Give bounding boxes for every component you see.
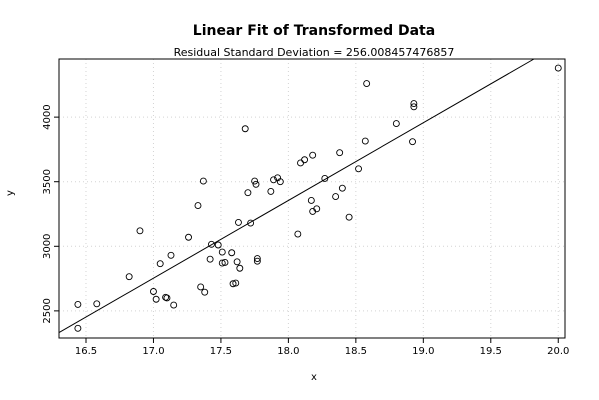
data-point xyxy=(267,187,275,195)
data-point xyxy=(251,177,259,185)
data-point xyxy=(214,241,222,249)
x-tick-label: 18.5 xyxy=(345,346,367,357)
data-point xyxy=(338,184,346,192)
data-point xyxy=(270,176,277,184)
data-point xyxy=(194,202,202,210)
data-point xyxy=(233,258,241,266)
y-tick-label: 3000 xyxy=(42,234,53,259)
data-point xyxy=(74,324,82,332)
data-point xyxy=(247,219,255,227)
data-point xyxy=(235,218,242,226)
chart-subtitle: Residual Standard Deviation = 256.008457… xyxy=(174,46,455,59)
y-axis-label: y xyxy=(5,190,16,196)
data-point xyxy=(332,193,340,201)
data-point xyxy=(244,189,252,197)
y-tick-label: 2500 xyxy=(42,298,53,323)
data-point xyxy=(93,300,101,308)
data-point xyxy=(221,258,229,266)
data-point xyxy=(228,249,236,257)
data-point xyxy=(297,159,304,167)
data-point xyxy=(554,64,562,72)
x-tick-label: 18.0 xyxy=(277,346,299,357)
x-tick-label: 20.0 xyxy=(547,346,569,357)
x-tick-label: 19.5 xyxy=(480,346,502,357)
data-point xyxy=(410,100,418,108)
fit-line-group xyxy=(58,58,535,334)
data-point xyxy=(409,138,416,146)
data-point xyxy=(363,80,371,87)
data-point xyxy=(253,255,261,263)
data-point xyxy=(252,180,260,188)
data-point xyxy=(201,288,209,296)
data-point xyxy=(185,233,192,241)
data-point xyxy=(309,151,317,159)
chart-title: Linear Fit of Transformed Data xyxy=(193,23,435,39)
data-point xyxy=(197,283,205,291)
data-point xyxy=(294,230,302,238)
x-axis-label: x xyxy=(311,372,317,383)
data-point xyxy=(218,248,226,256)
data-point xyxy=(392,120,400,128)
data-points xyxy=(74,64,562,332)
grid xyxy=(59,59,565,338)
x-tick-label: 17.5 xyxy=(210,346,232,357)
data-point xyxy=(253,257,261,265)
data-point xyxy=(74,300,82,308)
data-point xyxy=(170,301,178,309)
data-point xyxy=(241,125,249,133)
data-point xyxy=(236,264,244,272)
data-point xyxy=(125,273,133,281)
data-point xyxy=(276,178,284,186)
data-point xyxy=(313,205,321,213)
data-point xyxy=(152,295,160,303)
data-point xyxy=(156,260,164,268)
data-point xyxy=(336,149,344,157)
data-point xyxy=(150,288,157,295)
data-point xyxy=(218,259,226,267)
data-point xyxy=(301,156,309,164)
y-tick-label: 4000 xyxy=(42,104,53,129)
plot-frame xyxy=(58,58,566,339)
data-point xyxy=(208,240,215,248)
data-point xyxy=(199,177,207,185)
x-tick-label: 19.0 xyxy=(412,346,434,357)
data-point xyxy=(163,294,171,302)
data-point xyxy=(232,279,240,287)
data-point xyxy=(355,165,363,173)
data-point xyxy=(229,280,237,288)
data-point xyxy=(321,175,329,182)
fit-line xyxy=(58,58,535,334)
y-tick-label: 3500 xyxy=(42,169,53,194)
x-tick-label: 16.5 xyxy=(75,346,97,357)
x-tick-label: 17.0 xyxy=(142,346,164,357)
data-point xyxy=(361,137,369,145)
data-point xyxy=(410,103,418,111)
data-point xyxy=(136,227,144,235)
axis-ticks: 16.5 17.0 17.5 18.0 18.5 19.0 19.5 20.0 2500 3000… xyxy=(42,104,569,357)
data-point xyxy=(206,255,214,263)
data-point xyxy=(167,251,175,259)
data-point xyxy=(345,213,353,221)
data-point xyxy=(307,196,315,204)
